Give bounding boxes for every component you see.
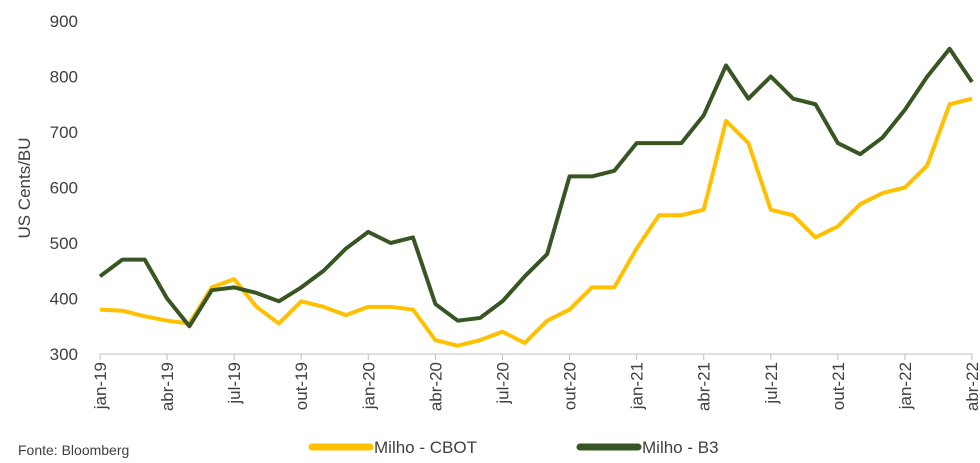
legend-label: Milho - CBOT: [374, 438, 477, 457]
x-tick-label: jul-21: [762, 362, 781, 405]
x-tick-label: out-20: [561, 362, 580, 410]
y-tick-label: 500: [50, 234, 78, 253]
legend-label: Milho - B3: [642, 438, 719, 457]
x-tick-label: jan-21: [628, 362, 647, 410]
y-tick-label: 400: [50, 290, 78, 309]
x-tick-label: abr-19: [158, 362, 177, 411]
source-note: Fonte: Bloomberg: [18, 442, 129, 458]
x-tick-label: out-19: [292, 362, 311, 410]
x-tick-label: out-21: [829, 362, 848, 410]
x-tick-label: jan-20: [359, 362, 378, 410]
x-tick-label: abr-21: [695, 362, 714, 411]
y-tick-label: 800: [50, 68, 78, 87]
y-axis-label: US Cents/BU: [15, 137, 34, 238]
x-tick-label: jan-22: [896, 362, 915, 410]
x-tick-label: jul-20: [493, 362, 512, 405]
x-tick-label: jul-19: [225, 362, 244, 405]
series-line: [98, 46, 974, 329]
y-tick-label: 700: [50, 123, 78, 142]
x-tick-label: abr-20: [426, 362, 445, 411]
y-tick-label: 300: [50, 345, 78, 364]
x-tick-label: abr-22: [963, 362, 980, 411]
y-tick-label: 900: [50, 12, 78, 31]
series-line: [99, 96, 973, 348]
y-tick-label: 600: [50, 179, 78, 198]
x-tick-label: jan-19: [91, 362, 110, 410]
